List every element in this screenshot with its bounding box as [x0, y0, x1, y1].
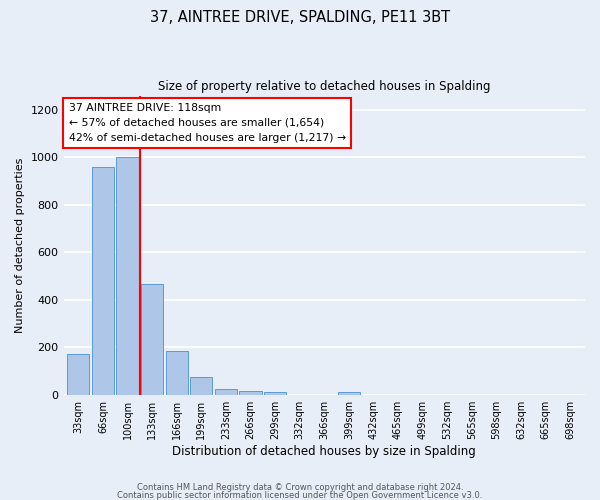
X-axis label: Distribution of detached houses by size in Spalding: Distribution of detached houses by size … — [172, 444, 476, 458]
Bar — [215, 389, 237, 394]
Bar — [239, 391, 262, 394]
Bar — [264, 392, 286, 394]
Title: Size of property relative to detached houses in Spalding: Size of property relative to detached ho… — [158, 80, 491, 93]
Y-axis label: Number of detached properties: Number of detached properties — [15, 158, 25, 333]
Text: Contains public sector information licensed under the Open Government Licence v3: Contains public sector information licen… — [118, 491, 482, 500]
Bar — [67, 354, 89, 395]
Text: Contains HM Land Registry data © Crown copyright and database right 2024.: Contains HM Land Registry data © Crown c… — [137, 484, 463, 492]
Bar — [338, 392, 360, 394]
Text: 37 AINTREE DRIVE: 118sqm
← 57% of detached houses are smaller (1,654)
42% of sem: 37 AINTREE DRIVE: 118sqm ← 57% of detach… — [69, 103, 346, 142]
Text: 37, AINTREE DRIVE, SPALDING, PE11 3BT: 37, AINTREE DRIVE, SPALDING, PE11 3BT — [150, 10, 450, 25]
Bar — [166, 351, 188, 395]
Bar — [116, 158, 139, 394]
Bar — [92, 167, 114, 394]
Bar — [141, 284, 163, 395]
Bar — [190, 377, 212, 394]
